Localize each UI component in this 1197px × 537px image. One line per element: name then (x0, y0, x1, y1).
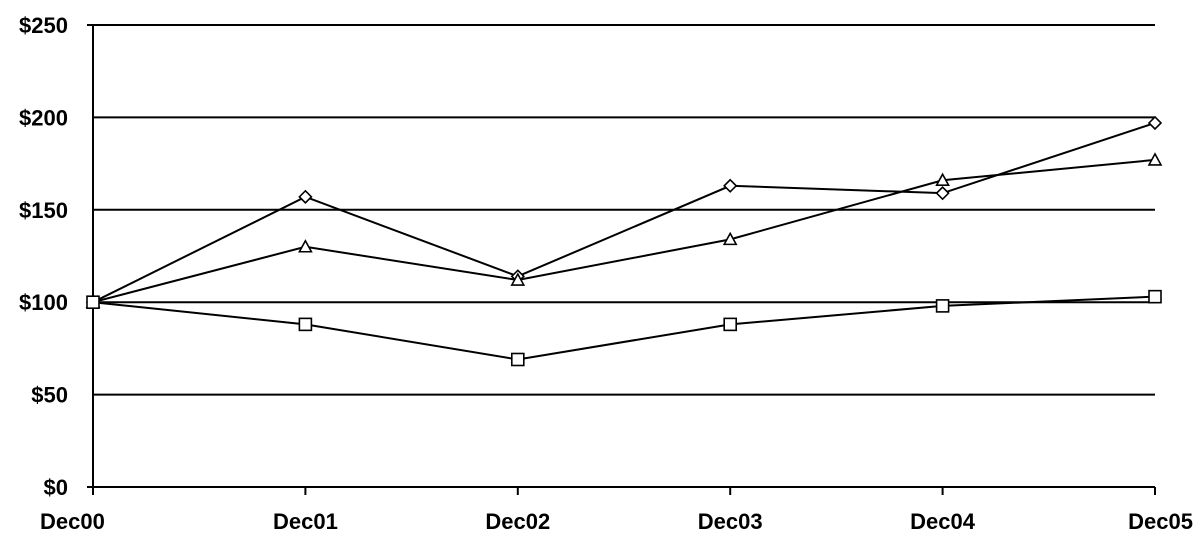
data-point-diamond (298, 189, 313, 204)
data-point-square (510, 352, 525, 367)
data-point-square (86, 295, 100, 310)
y-tick-label: $250 (19, 13, 68, 38)
data-point-diamond (723, 178, 738, 193)
data-point-square (723, 317, 738, 332)
data-point-diamond (935, 186, 950, 201)
y-tick-label: $200 (19, 105, 68, 130)
series-line (92, 121, 1156, 304)
data-point-triangle (298, 239, 313, 253)
data-point-triangle (1147, 152, 1163, 166)
data-point-triangle (510, 272, 526, 286)
data-point-triangle (722, 231, 738, 246)
series-diamond (85, 115, 1163, 310)
x-tick-label: Dec04 (910, 509, 976, 534)
data-point-square (1148, 289, 1162, 304)
x-tick-label: Dec00 (40, 509, 105, 534)
x-tick-labels: Dec00 Dec01 Dec02 Dec03 Dec04 Dec05 (40, 509, 1193, 534)
x-tick-label: Dec03 (698, 509, 763, 534)
x-tick-label: Dec02 (485, 509, 550, 534)
series-square (86, 289, 1162, 367)
x-tick-label: Dec05 (1128, 509, 1193, 534)
y-tick-labels: $0 $50 $100 $150 $200 $250 (19, 13, 68, 500)
y-tick-label: $0 (44, 475, 68, 500)
data-point-square (935, 299, 950, 313)
y-tick-label: $50 (31, 383, 68, 408)
data-point-diamond (1147, 115, 1163, 131)
data-point-square (298, 317, 313, 332)
series-line (92, 158, 1156, 304)
data-point-triangle (935, 172, 950, 187)
series-line (92, 295, 1156, 361)
y-tick-label: $150 (19, 198, 68, 223)
gridlines (93, 24, 1155, 396)
y-tick-label: $100 (19, 290, 68, 315)
axes (87, 24, 1156, 495)
x-tick-label: Dec01 (273, 509, 338, 534)
series (85, 115, 1163, 367)
